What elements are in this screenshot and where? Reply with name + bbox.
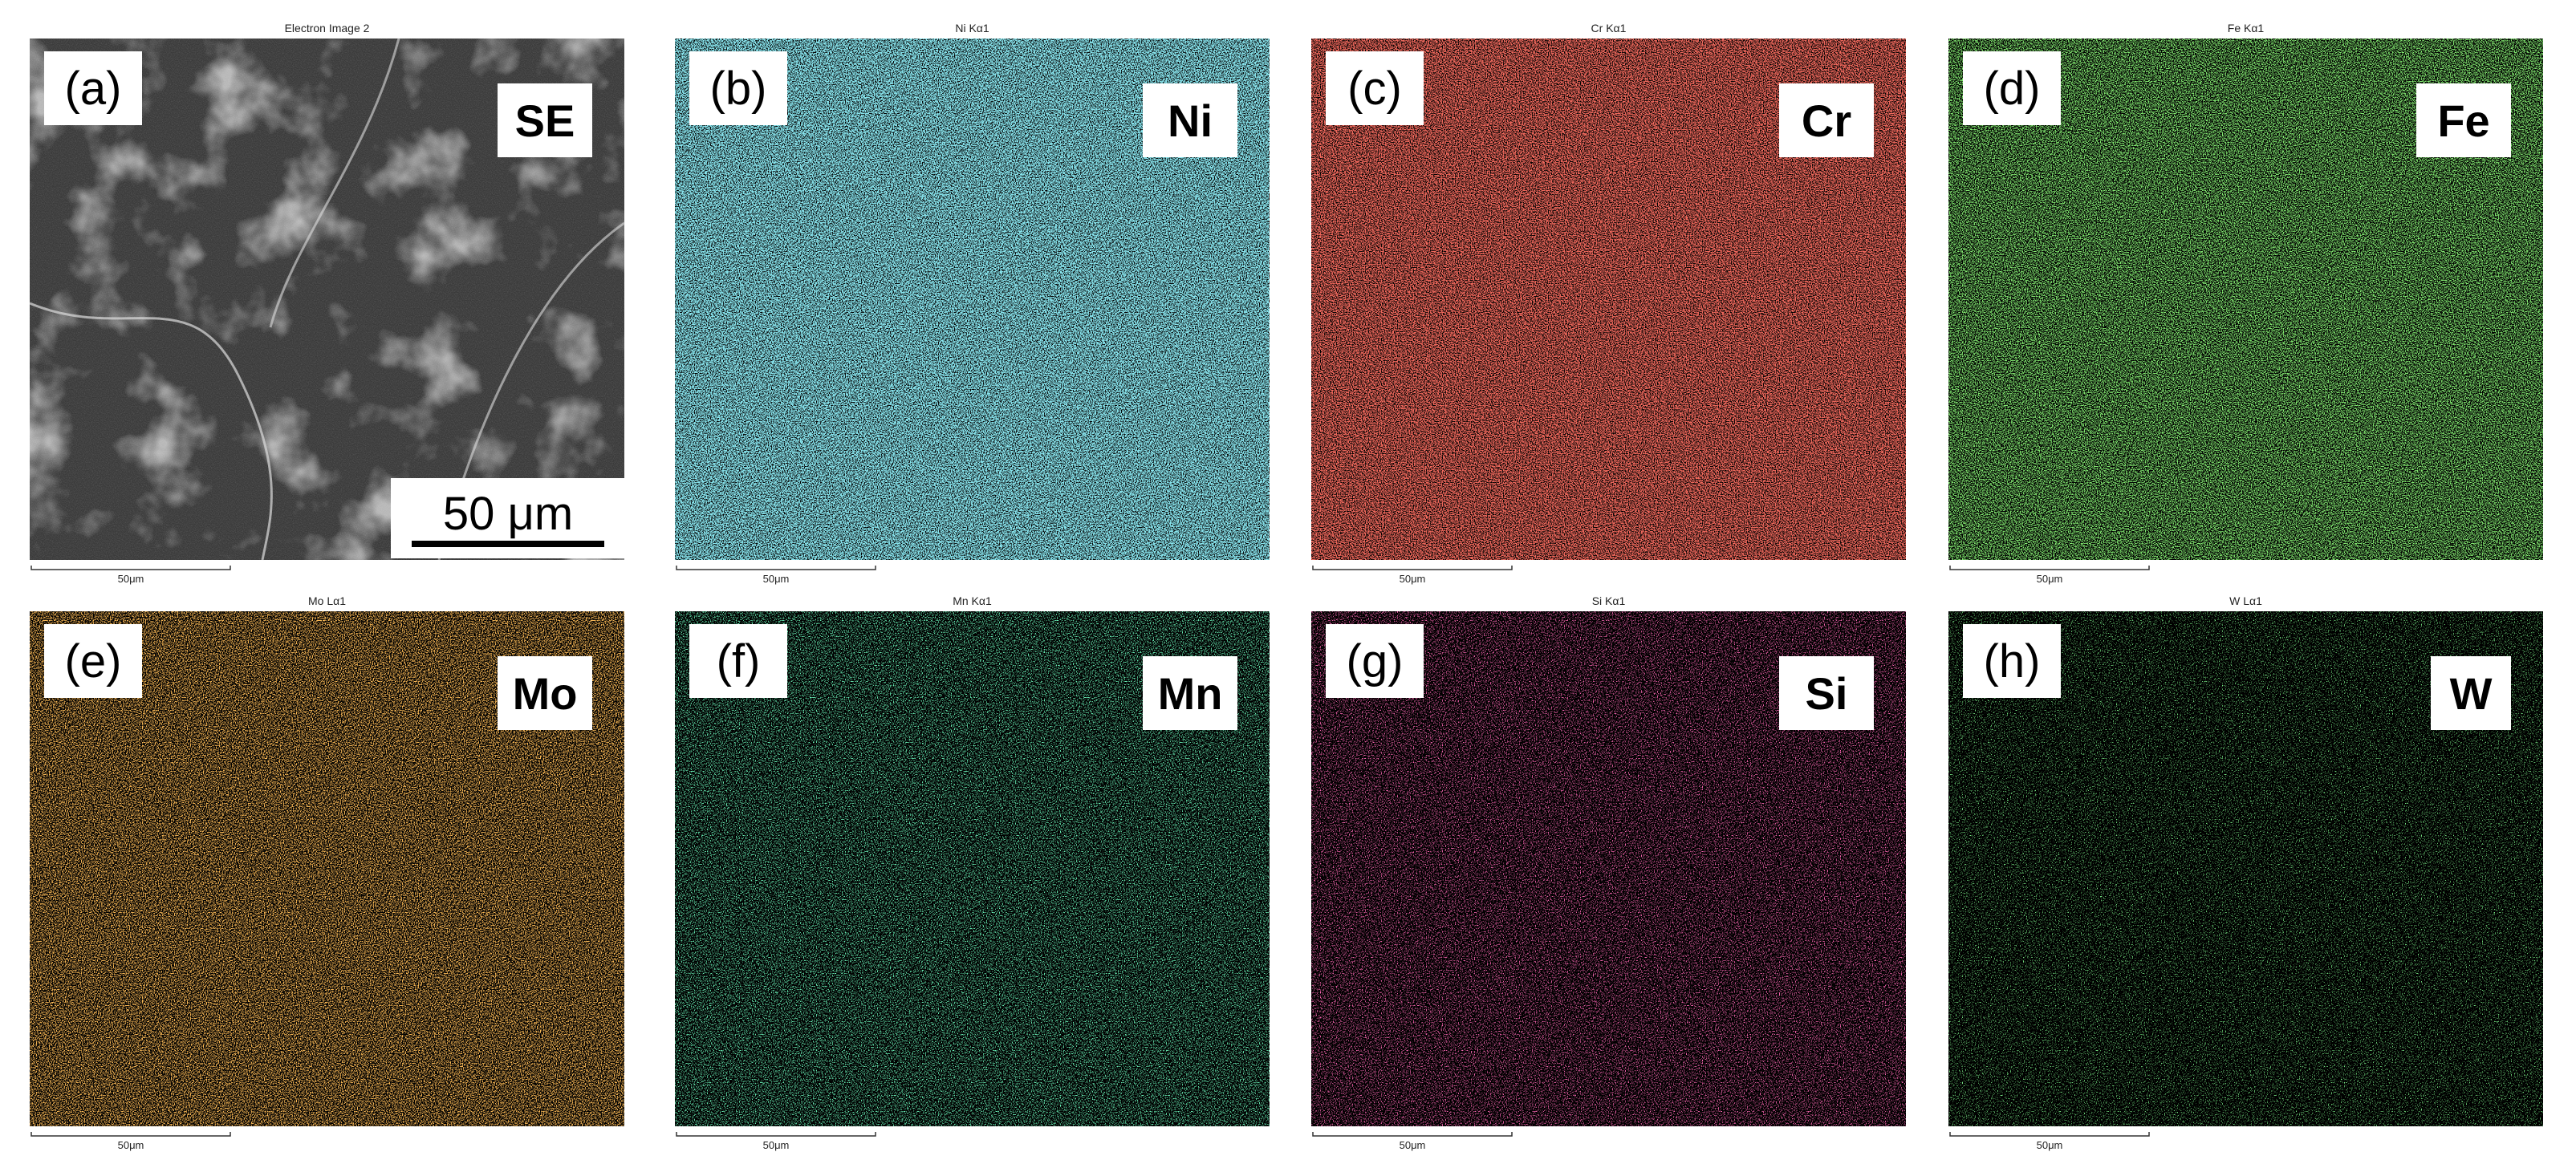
scale-label: 50μm xyxy=(1400,1139,1426,1151)
scale-line xyxy=(1949,1132,2150,1137)
element-box xyxy=(1779,656,1874,730)
scale-label: 50μm xyxy=(2037,573,2063,585)
scale-line xyxy=(676,566,876,570)
panel-tag: (c) xyxy=(1347,63,1402,115)
scale-label: 50μm xyxy=(118,1139,144,1151)
panel: Electron Image 2 50 μm (a) SE 50μm xyxy=(29,22,625,585)
panel: W Lα1 (h) W 50μm xyxy=(1948,594,2543,1151)
element-box xyxy=(2416,83,2511,157)
element-box xyxy=(498,83,592,157)
panel-title: Fe Kα1 xyxy=(2228,22,2265,34)
element-label: Mn xyxy=(1158,668,1223,719)
tag-box xyxy=(1326,624,1424,698)
scale-label: 50μm xyxy=(1400,573,1426,585)
panel-tag: (d) xyxy=(1984,63,2041,115)
element-box xyxy=(498,656,592,730)
panel-tag: (a) xyxy=(65,63,122,115)
panel-title: Electron Image 2 xyxy=(285,22,370,34)
scale-label: 50μm xyxy=(118,573,144,585)
tag-box xyxy=(44,51,142,125)
scale-line xyxy=(1312,1132,1513,1137)
tag-box xyxy=(1963,51,2061,125)
panel-title: W Lα1 xyxy=(2229,594,2262,607)
scale-label: 50μm xyxy=(763,1139,790,1151)
element-box xyxy=(2431,656,2511,730)
element-label: W xyxy=(2450,668,2493,719)
panel-tag: (b) xyxy=(710,63,767,115)
panel-tag: (f) xyxy=(717,635,761,687)
scale-label: 50μm xyxy=(2037,1139,2063,1151)
panel: Mo Lα1 (e) Mo 50μm xyxy=(30,594,624,1151)
grain-boundary xyxy=(29,302,273,561)
panel-title: Mo Lα1 xyxy=(308,594,346,607)
scale-bar xyxy=(412,541,604,547)
panel-tag: (e) xyxy=(65,635,122,687)
scale-bar-label: 50 μm xyxy=(443,488,573,540)
scale-line xyxy=(1949,566,2150,570)
scale-line xyxy=(30,566,231,570)
tag-box xyxy=(689,51,787,125)
element-label: Fe xyxy=(2437,95,2489,146)
panel: Mn Kα1 (f) Mn 50μm xyxy=(675,594,1270,1151)
scale-line xyxy=(30,1132,231,1137)
panel-title: Si Kα1 xyxy=(1592,594,1626,607)
element-box xyxy=(1143,83,1237,157)
tag-box xyxy=(689,624,787,698)
grain-boundary xyxy=(269,38,400,328)
element-box xyxy=(1143,656,1237,730)
scale-line xyxy=(676,1132,876,1137)
tag-box xyxy=(1963,624,2061,698)
panel-tag: (h) xyxy=(1984,635,2041,687)
panel: Cr Kα1 (c) Cr 50μm xyxy=(1311,22,1906,585)
element-label: Cr xyxy=(1802,95,1851,146)
panel: Si Kα1 (g) Si 50μm xyxy=(1311,594,1906,1151)
panel-title: Mn Kα1 xyxy=(953,594,992,607)
scale-line xyxy=(1312,566,1513,570)
tag-box xyxy=(44,624,142,698)
element-label: Si xyxy=(1806,668,1848,719)
element-label: Mo xyxy=(513,668,578,719)
scale-label: 50μm xyxy=(763,573,790,585)
panel: Ni Kα1 (b) Ni 50μm xyxy=(675,22,1270,585)
panel-title: Cr Kα1 xyxy=(1591,22,1627,34)
element-label: Ni xyxy=(1168,95,1213,146)
element-box xyxy=(1779,83,1874,157)
element-label: SE xyxy=(515,95,575,146)
panel-tag: (g) xyxy=(1347,635,1404,687)
panel: Fe Kα1 (d) Fe 50μm xyxy=(1948,22,2543,585)
tag-box xyxy=(1326,51,1424,125)
panel-title: Ni Kα1 xyxy=(955,22,989,34)
